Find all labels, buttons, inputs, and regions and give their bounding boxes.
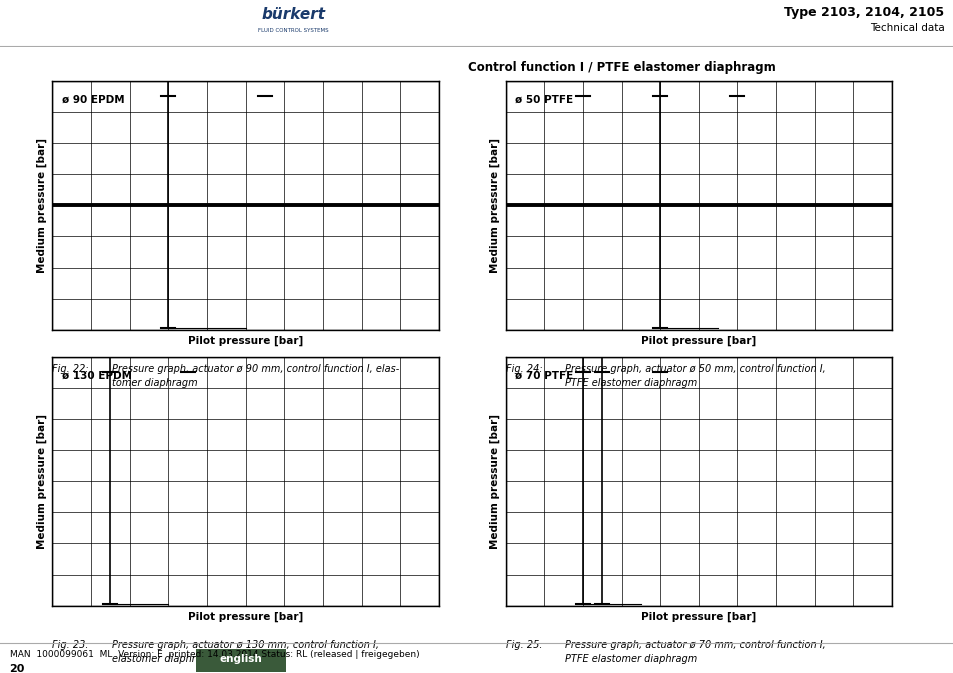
Y-axis label: Medium pressure [bar]: Medium pressure [bar] xyxy=(36,138,47,273)
Text: Pressure graph, actuator ø 50 mm, control function I,
PTFE elastomer diaphragm: Pressure graph, actuator ø 50 mm, contro… xyxy=(564,365,825,388)
X-axis label: Pilot pressure [bar]: Pilot pressure [bar] xyxy=(640,335,756,346)
FancyBboxPatch shape xyxy=(195,649,286,672)
Text: Fig. 23:: Fig. 23: xyxy=(52,641,89,650)
X-axis label: Pilot pressure [bar]: Pilot pressure [bar] xyxy=(640,611,756,622)
Text: 20: 20 xyxy=(10,664,25,673)
Text: Pressure graph, actuator ø 90 mm, control function I, elas-
tomer diaphragm: Pressure graph, actuator ø 90 mm, contro… xyxy=(112,365,398,388)
Y-axis label: Medium pressure [bar]: Medium pressure [bar] xyxy=(36,414,47,548)
X-axis label: Pilot pressure [bar]: Pilot pressure [bar] xyxy=(188,611,303,622)
Text: Type 2103, 2104, 2105: Type 2103, 2104, 2105 xyxy=(783,7,943,20)
Text: Fig. 22:: Fig. 22: xyxy=(52,365,89,374)
Text: ø 50 PTFE: ø 50 PTFE xyxy=(515,94,573,104)
Text: Pressure graph, actuator ø 70 mm, control function I,
PTFE elastomer diaphragm: Pressure graph, actuator ø 70 mm, contro… xyxy=(564,641,825,664)
Text: Pressure graph, actuator ø 130 mm, control function I,
elastomer diaphragm: Pressure graph, actuator ø 130 mm, contr… xyxy=(112,641,378,664)
Text: Technical data: Technical data xyxy=(869,23,943,33)
Text: ø 70 PTFE: ø 70 PTFE xyxy=(515,370,573,380)
FancyBboxPatch shape xyxy=(205,0,381,37)
Y-axis label: Medium pressure [bar]: Medium pressure [bar] xyxy=(489,414,499,548)
Text: Control function I / PTFE elastomer diaphragm: Control function I / PTFE elastomer diap… xyxy=(467,61,775,74)
Text: MAN  1000099061  ML  Version: E  printed: 14.03.2014 Status: RL (released | frei: MAN 1000099061 ML Version: E printed: 14… xyxy=(10,649,418,659)
X-axis label: Pilot pressure [bar]: Pilot pressure [bar] xyxy=(188,335,303,346)
Text: Fig. 25:: Fig. 25: xyxy=(505,641,541,650)
Text: ø 90 EPDM: ø 90 EPDM xyxy=(62,94,125,104)
Y-axis label: Medium pressure [bar]: Medium pressure [bar] xyxy=(489,138,499,273)
Text: Fig. 24:: Fig. 24: xyxy=(505,365,541,374)
Text: ø 130 EPDM: ø 130 EPDM xyxy=(62,370,132,380)
Text: FLUID CONTROL SYSTEMS: FLUID CONTROL SYSTEMS xyxy=(257,28,329,33)
Text: bürkert: bürkert xyxy=(261,7,325,22)
Text: english: english xyxy=(219,654,261,664)
